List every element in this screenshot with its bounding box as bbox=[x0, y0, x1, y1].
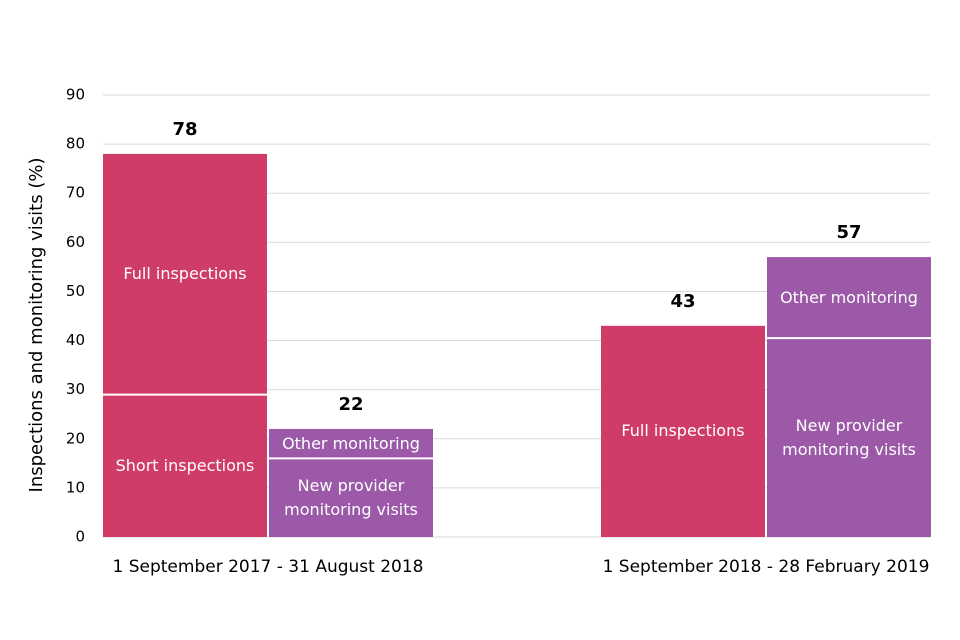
bar-segment bbox=[103, 153, 267, 395]
segment-label: Full inspections bbox=[621, 421, 745, 441]
bar-segment bbox=[269, 428, 433, 459]
segment-label: Other monitoring bbox=[780, 287, 918, 307]
segment-label: Other monitoring bbox=[282, 433, 420, 453]
y-tick-label: 0 bbox=[75, 528, 85, 546]
y-tick-label: 30 bbox=[66, 380, 85, 398]
total-label: 43 bbox=[670, 291, 695, 312]
y-tick-label: 10 bbox=[66, 478, 85, 496]
total-label: 22 bbox=[338, 394, 363, 415]
x-tick-label: 1 September 2018 - 28 February 2019 bbox=[603, 557, 930, 577]
y-tick-label: 70 bbox=[66, 184, 85, 202]
bar-segment bbox=[269, 458, 433, 537]
bar-segment bbox=[767, 338, 931, 537]
y-tick-label: 60 bbox=[66, 233, 85, 251]
y-tick-label: 80 bbox=[66, 135, 85, 153]
segment-label: Short inspections bbox=[115, 455, 255, 475]
bar-segment bbox=[103, 394, 267, 537]
segment-label: New provider monitoring visits bbox=[284, 475, 418, 519]
total-label: 78 bbox=[172, 119, 197, 140]
y-axis-label: Inspections and monitoring visits (%) bbox=[26, 158, 47, 493]
y-tick-label: 20 bbox=[66, 429, 85, 447]
bar-segment bbox=[767, 257, 931, 339]
y-tick-label: 40 bbox=[66, 331, 85, 349]
y-tick-label: 90 bbox=[66, 86, 85, 104]
segment-label: New provider monitoring visits bbox=[782, 415, 916, 459]
segment-label: Full inspections bbox=[123, 264, 247, 284]
y-tick-label: 50 bbox=[66, 282, 85, 300]
total-label: 57 bbox=[836, 222, 861, 243]
bar-segment bbox=[601, 325, 765, 537]
x-tick-label: 1 September 2017 - 31 August 2018 bbox=[113, 557, 424, 577]
